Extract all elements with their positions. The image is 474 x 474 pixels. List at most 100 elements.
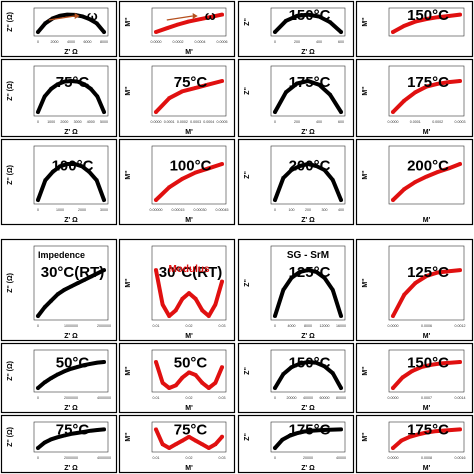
x-tick-label: 0.0002 [173, 40, 184, 44]
temperature-label: 175°C [289, 422, 331, 439]
data-point [391, 110, 395, 114]
data-point [82, 430, 86, 434]
x-tick-label: 0.0005 [217, 120, 228, 124]
x-axis-label: M' [423, 405, 431, 412]
data-point [167, 185, 171, 189]
data-point [458, 427, 462, 431]
x-tick-label: 1000000 [64, 324, 78, 328]
data-point [76, 431, 80, 435]
data-point [207, 82, 211, 86]
data-point [167, 96, 171, 100]
panel-border [118, 342, 236, 414]
x-tick-label: 300 [322, 208, 328, 212]
x-tick-label: 0 [274, 324, 276, 328]
x-tick-label: 0 [274, 40, 276, 44]
data-point [51, 170, 55, 174]
data-point [43, 21, 47, 25]
data-point [295, 14, 299, 18]
x-tick-label: 0.0001 [410, 120, 421, 124]
impedance-title: Impedence [38, 250, 85, 260]
data-point [167, 386, 171, 390]
temperature-label: 30°C(RT) [41, 264, 105, 281]
temperature-label: 200°C [407, 157, 449, 174]
panel-modulus-24: 0.0000 0.0008 0.0016 M' M'' 175°C [355, 414, 474, 474]
panel-border [355, 138, 474, 226]
data-point [194, 170, 198, 175]
data-point [174, 442, 178, 446]
x-tick-label: 0.0003 [190, 120, 201, 124]
data-point [339, 198, 343, 202]
plot-frame [388, 421, 465, 453]
omega-symbol: ω [205, 8, 216, 23]
data-point [49, 376, 53, 380]
data-point [306, 162, 310, 166]
data-point [56, 292, 60, 296]
x-tick-label: 1000 [56, 208, 64, 212]
data-point [332, 428, 336, 432]
data-point [447, 80, 451, 84]
x-axis-label: M' [185, 217, 193, 224]
x-axis-label: Z' Ω [301, 465, 315, 472]
data-point [413, 180, 417, 184]
data-point [154, 427, 158, 431]
x-axis-label: Z' Ω [301, 217, 315, 224]
data-point [273, 386, 277, 390]
data-point [458, 162, 462, 166]
data-point [289, 168, 294, 172]
data-point [413, 90, 417, 94]
data-point [62, 288, 66, 292]
x-tick-label: 3000 [100, 208, 108, 212]
data-point [95, 94, 99, 99]
y-axis-label: Z'' (Ω) [7, 273, 14, 293]
data-point [62, 433, 66, 438]
x-tick-label: 0.03 [219, 324, 226, 328]
x-tick-label: 0.00015 [172, 208, 185, 212]
data-point [220, 162, 224, 166]
data-point [436, 170, 440, 174]
data-point [314, 270, 318, 274]
panel-border [118, 414, 236, 474]
data-point [165, 26, 169, 30]
panel-impedance-23: 0 20000 40000 Z' Ω Z'' 175°C [237, 414, 355, 474]
data-point [458, 13, 462, 17]
data-point [187, 435, 191, 439]
series-line [154, 162, 224, 202]
x-tick-label: 600 [338, 120, 344, 124]
y-axis-label: Z'' (Ω) [7, 12, 14, 32]
x-axis-label: Z' Ω [301, 49, 315, 56]
x-tick-label: 2000 [51, 40, 59, 44]
x-axis-label: M' [423, 129, 431, 136]
data-point [36, 198, 40, 202]
data-point [284, 90, 288, 94]
data-point [402, 99, 406, 103]
panel-border [0, 0, 118, 58]
x-axis-label: M' [185, 465, 193, 472]
data-point [62, 369, 66, 373]
data-point [450, 428, 454, 432]
plot-frame [33, 349, 109, 393]
panel-modulus-18: 0.01 0.02 0.03 M' M'' 50°C [118, 342, 236, 414]
data-point [194, 297, 198, 301]
data-point [273, 446, 277, 450]
x-tick-label: 400 [316, 120, 322, 124]
x-tick-label: 400 [316, 40, 322, 44]
y-axis-label: Z'' (Ω) [7, 165, 14, 185]
panel-border [118, 0, 236, 58]
x-tick-label: 0.0016 [455, 456, 466, 460]
x-tick-label: 0.0004 [195, 40, 206, 44]
x-axis-label: Z' Ω [64, 465, 78, 472]
x-tick-label: 5000 [100, 120, 108, 124]
series-line [154, 79, 224, 114]
data-point [314, 361, 318, 365]
temperature-label: 175°C [289, 74, 331, 91]
temperature-label: 100°C [170, 157, 212, 174]
data-point [281, 288, 285, 292]
x-tick-label: 0.0000 [388, 396, 399, 400]
x-tick-label: 0.00000 [150, 208, 163, 212]
x-tick-label: 0.0001 [164, 120, 175, 124]
data-point [207, 446, 211, 450]
data-point [220, 365, 224, 369]
y-axis-label: Z'' (Ω) [7, 81, 14, 101]
data-point [36, 30, 40, 34]
x-axis-label: M' [185, 49, 193, 56]
